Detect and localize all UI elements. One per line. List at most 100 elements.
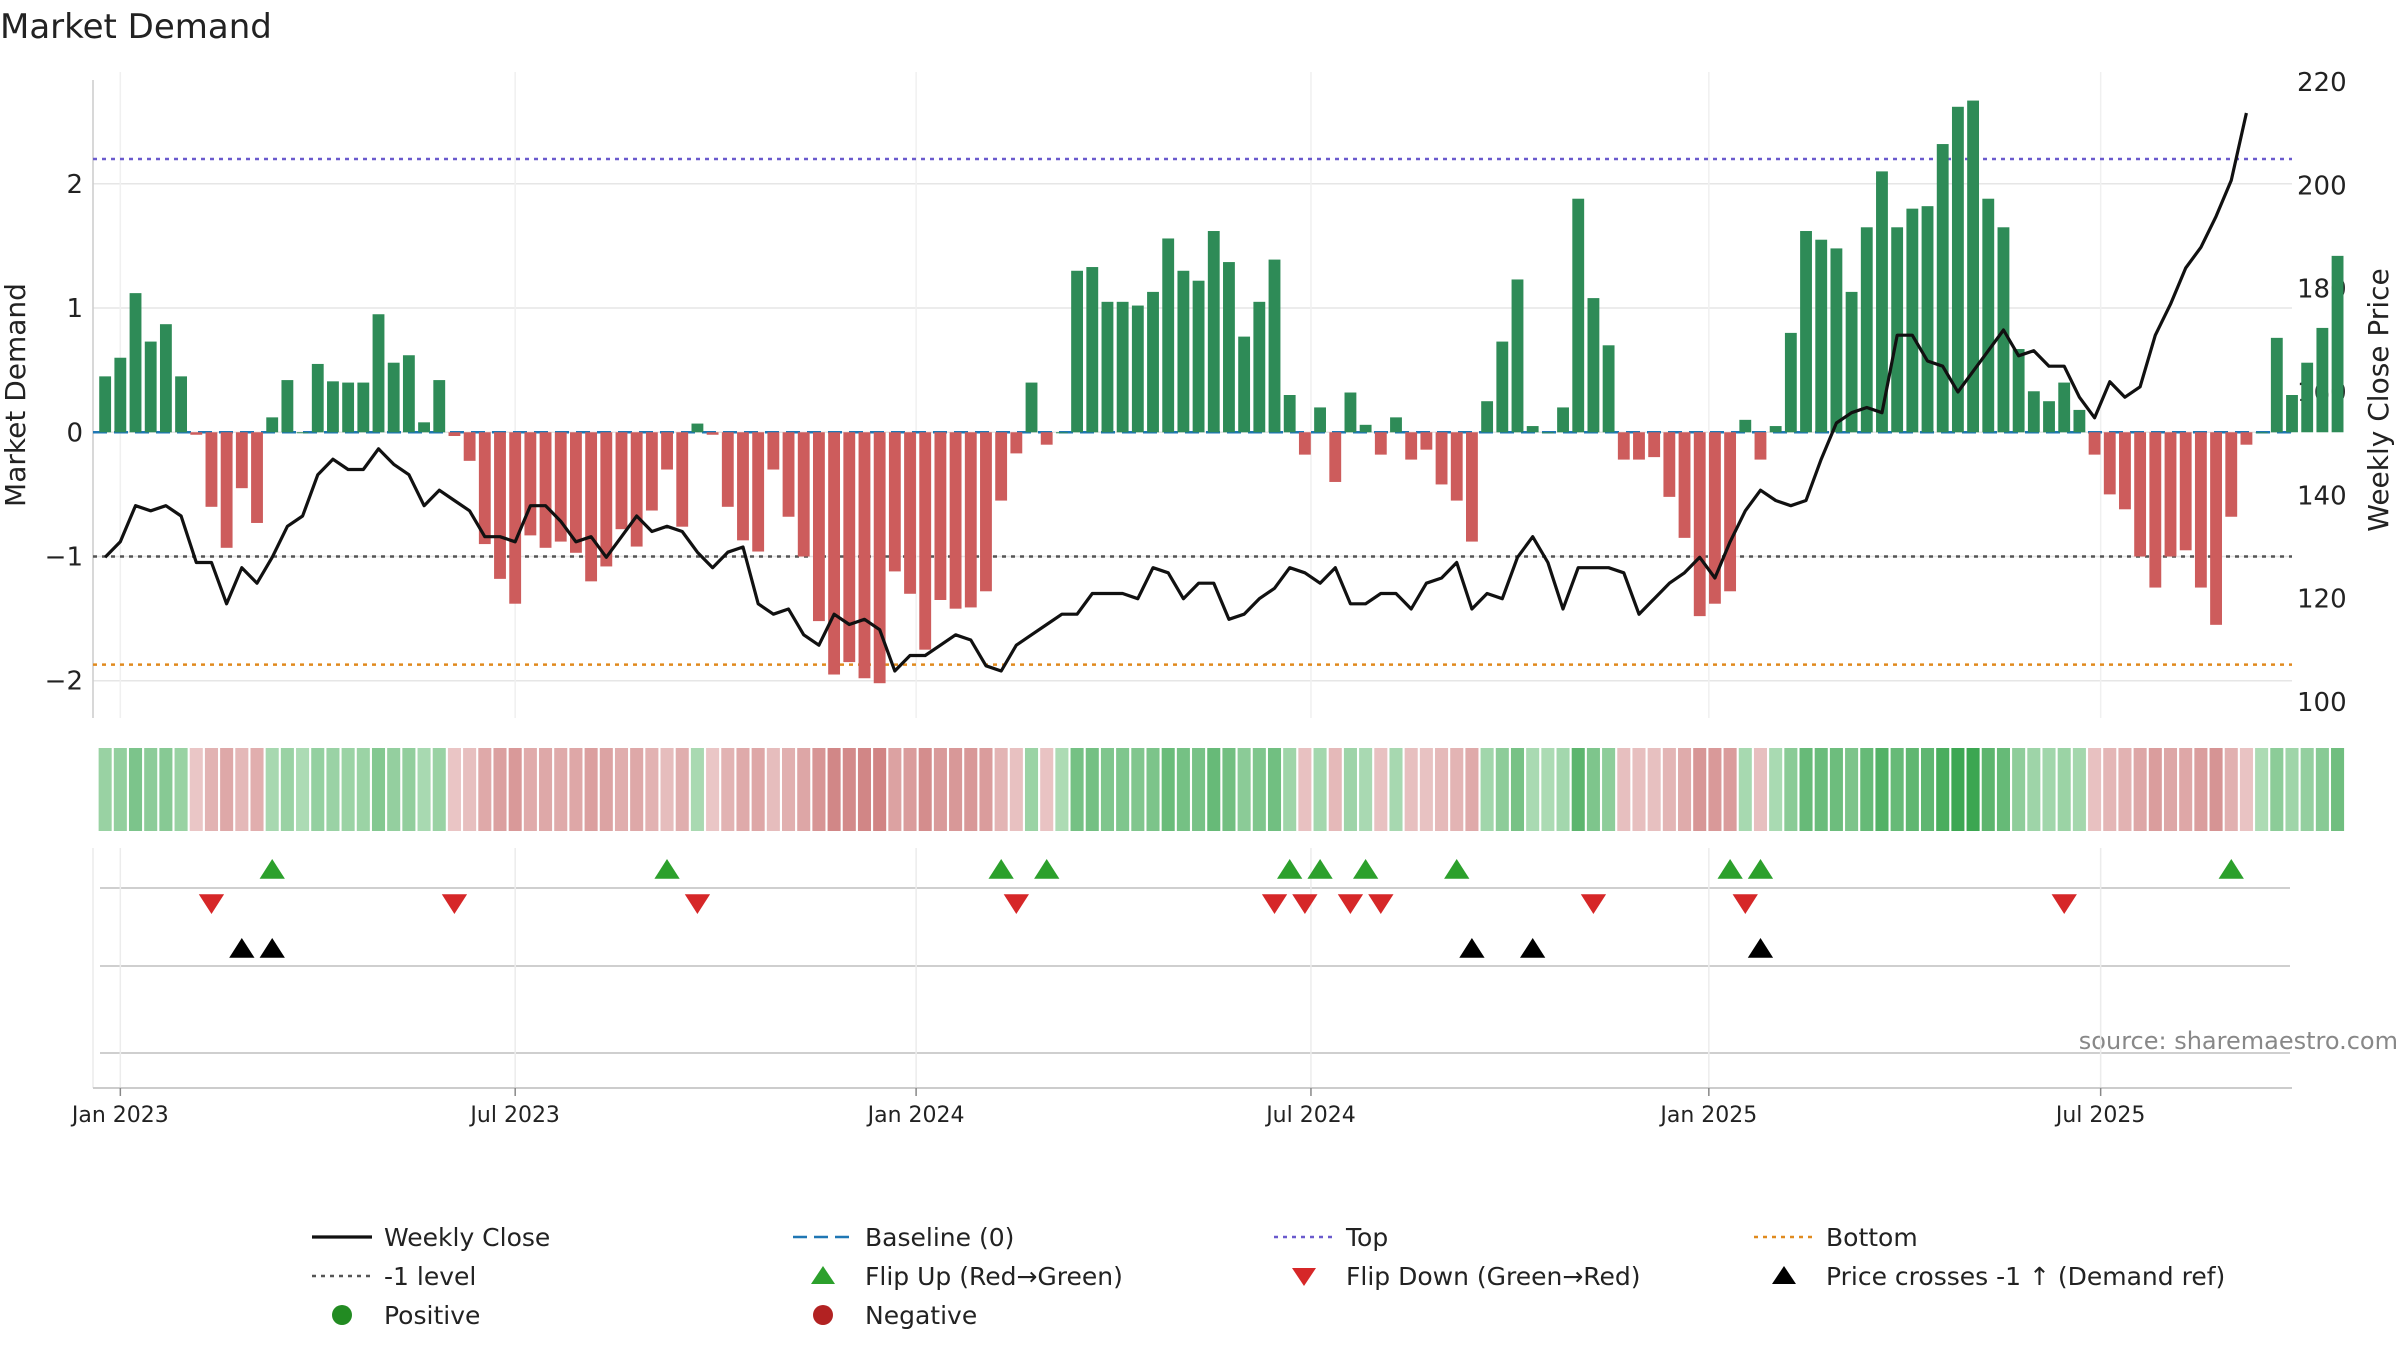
demand-bar: [1602, 345, 1615, 433]
heat-cell: [736, 748, 750, 831]
price-cross-marker: [229, 938, 255, 958]
heat-cell: [584, 748, 598, 831]
demand-bar: [1511, 279, 1524, 433]
heat-cell: [1738, 748, 1752, 831]
demand-bar: [2286, 395, 2298, 433]
demand-bar: [995, 432, 1008, 501]
heat-cell: [1085, 748, 1099, 831]
heat-cell: [1678, 748, 1692, 831]
heat-cell: [1510, 748, 1525, 831]
legend-item-weekly-close: Weekly Close: [312, 1223, 550, 1252]
demand-bar: [1754, 432, 1767, 460]
demand-bar: [402, 355, 415, 433]
heat-cell: [1920, 748, 1935, 831]
demand-bar: [1481, 401, 1494, 433]
demand-bar: [1982, 198, 1995, 433]
demand-bar: [311, 363, 324, 433]
demand-bar: [676, 432, 689, 527]
heat-cell: [280, 748, 294, 831]
demand-bar: [934, 432, 947, 600]
heat-cell: [569, 748, 583, 831]
heat-cell: [1541, 748, 1555, 831]
demand-bar: [1769, 426, 1782, 433]
demand-bar: [1435, 432, 1448, 485]
heat-cell: [2239, 748, 2253, 831]
heat-cell: [1435, 748, 1449, 831]
demand-bar: [2149, 432, 2162, 588]
legend-label: Bottom: [1826, 1223, 1918, 1252]
heat-cell: [2088, 748, 2102, 831]
heat-cell: [1374, 748, 1388, 831]
demand-bar: [2316, 327, 2329, 433]
demand-bar: [1131, 305, 1144, 433]
demand-bar: [99, 376, 112, 433]
heat-cell: [751, 748, 765, 831]
demand-bar: [2225, 432, 2238, 517]
heat-cell: [2194, 748, 2208, 831]
legend-item-minus-one: -1 level: [312, 1262, 476, 1291]
heat-cell: [766, 748, 780, 831]
flip-down-marker: [441, 894, 468, 914]
demand-bar: [1830, 248, 1843, 433]
x-axis: Jan 2023 Jul 2023 Jan 2024 Jul 2024 Jan 2025…: [70, 1087, 2292, 1128]
flip-up-marker: [259, 859, 285, 879]
heat-cell: [189, 748, 203, 831]
heat-cell: [2315, 748, 2329, 831]
flip-down-marker: [1580, 894, 1607, 914]
heat-cell: [1070, 748, 1084, 831]
demand-bar: [494, 432, 506, 579]
demand-bar: [463, 432, 476, 461]
demand-bar: [1116, 301, 1129, 433]
heat-cell: [1480, 748, 1494, 831]
heat-cell: [1389, 748, 1403, 831]
heat-cell: [220, 748, 234, 831]
demand-bar: [1283, 395, 1296, 433]
legend-label: -1 level: [384, 1262, 476, 1291]
demand-bar: [949, 432, 962, 609]
demand-bar: [2134, 432, 2147, 557]
heat-cell: [614, 748, 629, 831]
demand-bar: [1147, 291, 1159, 433]
demand-bar: [554, 432, 567, 542]
heat-cell: [113, 748, 127, 831]
heat-cell: [1495, 748, 1509, 831]
demand-bar: [1526, 426, 1539, 433]
heat-cell: [1024, 748, 1039, 831]
heat-cell: [1161, 748, 1175, 831]
heat-cell: [1100, 748, 1114, 831]
demand-bar: [2179, 432, 2192, 551]
demand-bar: [888, 432, 901, 572]
demand-bar: [1405, 432, 1418, 460]
heat-cell: [235, 748, 249, 831]
demand-bar: [190, 432, 203, 435]
heat-cell: [1905, 748, 1919, 831]
flip-up-marker: [1747, 859, 1774, 879]
heat-cell: [721, 748, 735, 831]
heat-cell: [478, 748, 492, 831]
demand-bar: [1086, 267, 1099, 433]
legend-swatch: [1772, 1266, 1796, 1284]
x-tick-label: Jul 2025: [2054, 1103, 2146, 1128]
heat-cell: [1829, 748, 1843, 831]
demand-bar: [721, 432, 734, 507]
heat-cell: [873, 748, 887, 831]
legend-label: Baseline (0): [865, 1223, 1014, 1252]
demand-bar: [433, 380, 446, 433]
heat-cell: [1419, 748, 1433, 831]
heat-cell: [888, 748, 902, 831]
demand-bar: [1936, 144, 1949, 433]
demand-bar: [2119, 432, 2131, 510]
heat-cell: [2255, 748, 2269, 831]
heat-cell: [1404, 748, 1418, 831]
demand-bar: [159, 324, 172, 433]
demand-bar: [1541, 432, 1554, 434]
heat-cell: [554, 748, 568, 831]
heat-cell: [918, 748, 932, 831]
price-cross-marker: [1520, 938, 1546, 958]
heat-cell: [630, 748, 644, 831]
y2-tick-label: 120: [2297, 585, 2347, 615]
flip-up-marker: [1307, 859, 1333, 879]
heat-cell: [447, 748, 461, 831]
heat-cell: [1313, 748, 1327, 831]
demand-bar: [752, 432, 765, 552]
